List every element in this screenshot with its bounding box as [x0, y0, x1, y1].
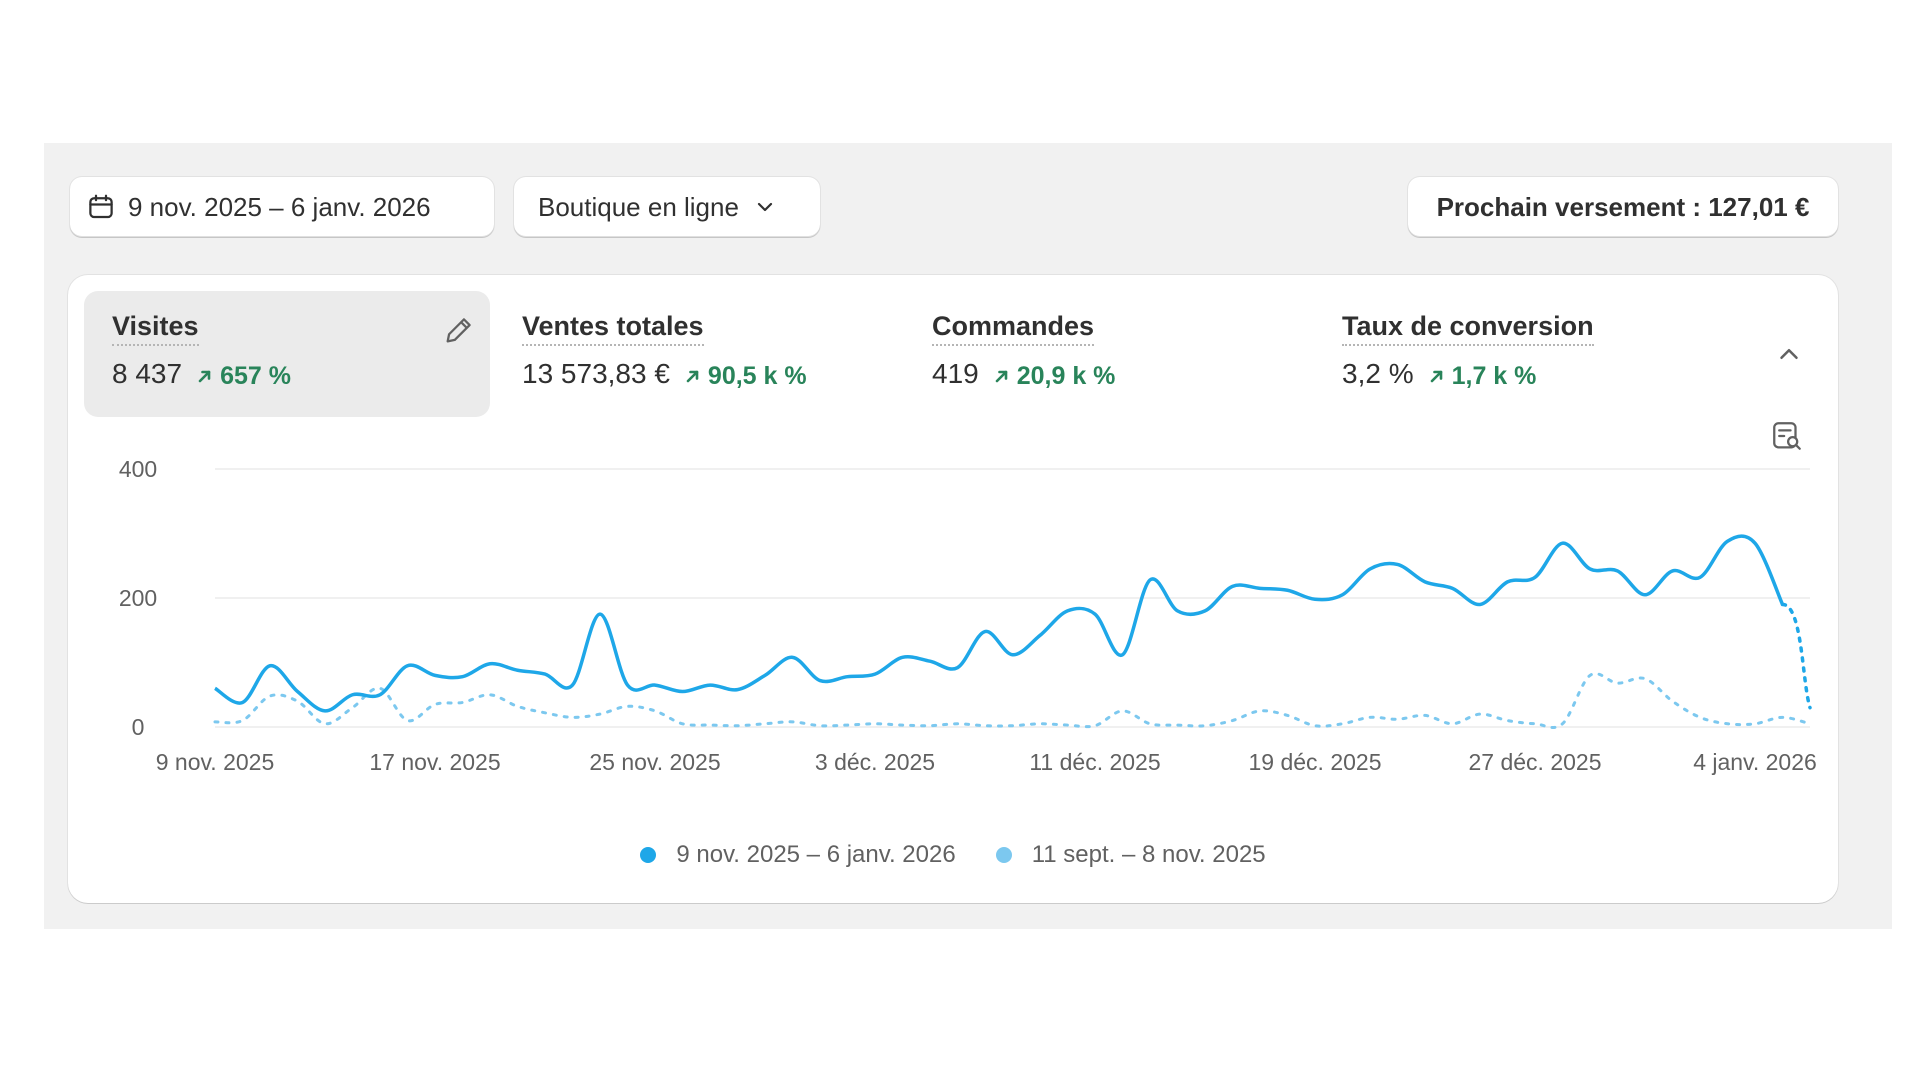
date-range-label: 9 nov. 2025 – 6 janv. 2026 — [128, 191, 431, 222]
metric-delta: 1,7 k % — [1430, 361, 1537, 391]
metric-value: 13 573,83 € — [522, 358, 670, 389]
metric-delta-value: 657 % — [220, 361, 291, 390]
metric-label: Commandes — [932, 311, 1095, 346]
y-tick-label: 200 — [119, 585, 157, 611]
arrow-up-right-icon — [995, 370, 1008, 383]
arrow-up-right-icon — [1430, 370, 1442, 383]
pencil-icon[interactable] — [442, 313, 476, 347]
chevron-up-icon[interactable] — [1774, 339, 1804, 369]
metric-visits[interactable]: Visites 8 437 657 % — [84, 291, 490, 417]
metric-orders[interactable]: Commandes 419 20,9 k % — [904, 291, 1310, 417]
arrow-up-right-icon — [198, 370, 211, 383]
payout-button[interactable]: Prochain versement : 127,01 € — [1408, 177, 1838, 237]
x-tick-label: 27 déc. 2025 — [1468, 749, 1601, 775]
metric-label: Taux de conversion — [1342, 311, 1594, 346]
legend-label: 11 sept. – 8 nov. 2025 — [1031, 841, 1266, 868]
series-line-current — [214, 534, 1785, 713]
x-tick-label: 3 déc. 2025 — [815, 749, 935, 775]
metric-value: 419 — [932, 358, 979, 389]
metric-value: 8 437 — [112, 358, 183, 389]
legend-item-previous[interactable]: 11 sept. – 8 nov. 2025 — [995, 841, 1266, 869]
metric-delta: 90,5 k % — [686, 362, 807, 391]
payout-label: Prochain versement : 127,01 € — [1436, 191, 1810, 222]
series-line-current-partial — [1780, 602, 1812, 710]
channel-label: Boutique en ligne — [538, 191, 739, 222]
toolbar: 9 nov. 2025 – 6 janv. 2026 Boutique en l… — [44, 143, 1892, 273]
arrow-up-right-icon — [686, 370, 699, 383]
metric-conversion-rate[interactable]: Taux de conversion 3,2 % 1,7 k % — [1314, 291, 1720, 417]
metric-delta: 657 % — [198, 362, 291, 391]
legend-label: 9 nov. 2025 – 6 janv. 2026 — [676, 841, 956, 868]
legend-swatch — [640, 847, 657, 863]
line-chart: 0 200 400 9 nov. 2025 17 nov. 2025 25 nov. 20… — [119, 456, 1817, 775]
x-tick-label: 25 nov. 2025 — [589, 749, 720, 775]
metric-delta: 20,9 k % — [995, 361, 1116, 391]
y-tick-label: 400 — [119, 456, 157, 482]
legend-swatch — [995, 847, 1012, 863]
chart-legend: 9 nov. 2025 – 6 janv. 2026 11 sept. – 8 … — [68, 835, 1838, 875]
legend-item-current[interactable]: 9 nov. 2025 – 6 janv. 2026 — [640, 841, 956, 869]
x-tick-label: 19 déc. 2025 — [1248, 749, 1381, 775]
metric-delta-value: 20,9 k % — [1016, 361, 1116, 390]
metric-label: Ventes totales — [522, 311, 704, 346]
y-tick-label: 0 — [132, 714, 145, 740]
metric-delta-value: 90,5 k % — [707, 361, 807, 390]
dashboard-panel: 9 nov. 2025 – 6 janv. 2026 Boutique en l… — [44, 143, 1892, 929]
x-tick-label: 4 janv. 2026 — [1693, 749, 1817, 775]
metrics-row: Visites 8 437 657 % Ventes totales 13 57… — [84, 291, 1824, 417]
metric-value: 3,2 % — [1342, 358, 1414, 389]
calendar-icon — [89, 194, 113, 219]
channel-select[interactable]: Boutique en ligne — [514, 177, 820, 237]
chart-search-icon[interactable] — [1770, 419, 1804, 453]
visits-chart: 0 200 400 9 nov. 2025 17 nov. 2025 25 nov. 20… — [68, 445, 1838, 785]
metric-delta-value: 1,7 k % — [1451, 361, 1537, 390]
metric-total-sales[interactable]: Ventes totales 13 573,83 € 90,5 k % — [494, 291, 900, 417]
x-tick-label: 17 nov. 2025 — [369, 749, 500, 775]
date-range-button[interactable]: 9 nov. 2025 – 6 janv. 2026 — [70, 177, 494, 237]
x-tick-label: 9 nov. 2025 — [156, 749, 275, 775]
x-tick-label: 11 déc. 2025 — [1029, 749, 1160, 775]
series-line-previous — [213, 672, 1812, 729]
chevron-down-icon — [757, 202, 773, 212]
metric-label: Visites — [112, 311, 199, 346]
analytics-card: Visites 8 437 657 % Ventes totales 13 57… — [68, 275, 1838, 903]
